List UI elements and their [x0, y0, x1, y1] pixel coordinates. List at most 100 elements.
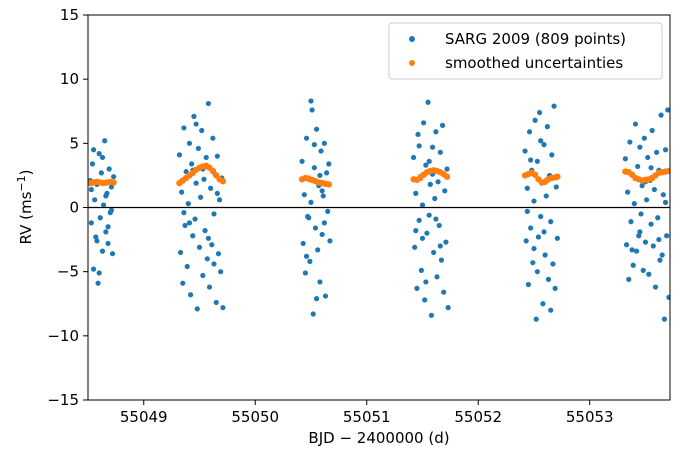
sarg-point: [299, 158, 305, 164]
sarg-point: [206, 284, 213, 290]
sarg-point: [309, 107, 315, 113]
sarg-point: [419, 202, 426, 208]
sarg-point: [88, 186, 94, 193]
sarg-point: [191, 113, 197, 119]
sarg-point: [192, 216, 198, 222]
sarg-point: [214, 153, 220, 159]
sarg-point: [550, 261, 556, 267]
sarg-point: [652, 284, 659, 290]
sarg-point: [205, 100, 212, 107]
sarg-point: [627, 139, 633, 145]
sarg-point: [548, 219, 554, 225]
sarg-point: [535, 234, 542, 240]
sarg-point: [528, 225, 534, 231]
sarg-point: [435, 179, 441, 185]
sarg-point: [635, 163, 641, 170]
sarg-point: [176, 152, 183, 158]
sarg-point: [211, 261, 217, 267]
sarg-point: [96, 151, 102, 157]
sarg-point: [321, 220, 327, 226]
sarg-point: [437, 149, 443, 155]
sarg-point: [662, 147, 669, 153]
sarg-point: [432, 195, 438, 202]
sarg-point: [552, 285, 558, 291]
y-tick-label: 5: [69, 134, 79, 152]
sarg-point: [92, 197, 98, 203]
x-tick-label: 55050: [231, 408, 279, 426]
sarg-point: [414, 285, 420, 291]
sarg-point: [419, 235, 426, 241]
sarg-point: [179, 189, 185, 195]
sarg-point: [660, 192, 666, 198]
sarg-point: [216, 197, 223, 203]
y-axis-label-close: ): [17, 170, 35, 176]
sarg-point: [182, 222, 188, 229]
sarg-point: [181, 125, 187, 131]
sarg-point: [429, 144, 436, 150]
sarg-point: [661, 316, 668, 322]
sarg-point: [526, 129, 533, 135]
sarg-point: [632, 121, 639, 127]
sarg-point: [326, 161, 332, 167]
sarg-point: [445, 305, 451, 311]
sarg-point: [101, 202, 107, 208]
sarg-point: [524, 185, 530, 191]
sarg-point: [543, 193, 549, 199]
sarg-point: [220, 305, 226, 311]
sarg-point: [416, 217, 422, 223]
sarg-point: [662, 199, 669, 205]
sarg-point: [410, 154, 417, 161]
sarg-point: [533, 316, 539, 322]
sarg-point: [90, 147, 97, 153]
sarg-point: [180, 280, 186, 286]
sarg-point: [183, 168, 189, 175]
sarg-point: [650, 243, 656, 249]
sarg-point: [308, 199, 314, 205]
sarg-point: [437, 243, 443, 249]
sarg-point: [433, 216, 439, 222]
sarg-point: [638, 211, 644, 217]
y-tick-label: 15: [60, 6, 79, 24]
sarg-point: [648, 165, 654, 171]
sarg-point: [441, 289, 447, 295]
sarg-point: [431, 249, 437, 256]
sarg-point: [415, 131, 421, 137]
sarg-point: [214, 190, 220, 196]
sarg-point: [637, 229, 643, 235]
sarg-point: [642, 239, 649, 245]
sarg-point: [423, 162, 429, 168]
sarg-point: [211, 211, 217, 217]
smoothed-point: [209, 167, 217, 175]
sarg-point: [626, 276, 632, 282]
sarg-point: [413, 190, 419, 196]
sarg-point: [90, 266, 97, 272]
y-tick-label: 0: [69, 199, 79, 217]
sarg-point: [102, 138, 108, 144]
x-tick-label: 55051: [343, 408, 391, 426]
legend-marker-sarg: [409, 36, 415, 42]
sarg-point: [307, 258, 313, 264]
sarg-point: [656, 236, 662, 243]
sarg-point: [108, 184, 115, 190]
sarg-point: [319, 231, 325, 238]
sarg-point: [325, 208, 331, 214]
sarg-point: [525, 281, 532, 288]
sarg-point: [424, 230, 430, 236]
sarg-point: [190, 233, 196, 239]
sarg-point: [95, 280, 101, 286]
smoothed-point: [665, 167, 670, 175]
x-axis-label: BJD − 2400000 (d): [308, 429, 449, 447]
sarg-point: [205, 235, 212, 241]
y-axis-label-main: RV (ms: [17, 191, 35, 244]
sarg-point: [208, 185, 214, 191]
sarg-point: [321, 140, 327, 146]
sarg-point: [105, 224, 111, 230]
sarg-point: [317, 279, 323, 285]
sarg-point: [209, 242, 215, 248]
sarg-point: [218, 269, 224, 275]
y-axis-label-sup: −1: [15, 175, 28, 191]
smoothed-point: [219, 177, 227, 185]
sarg-point: [313, 296, 320, 302]
legend: SARG 2009 (809 points) smoothed uncertai…: [388, 22, 663, 80]
legend-marker-smoothed: [409, 60, 415, 66]
